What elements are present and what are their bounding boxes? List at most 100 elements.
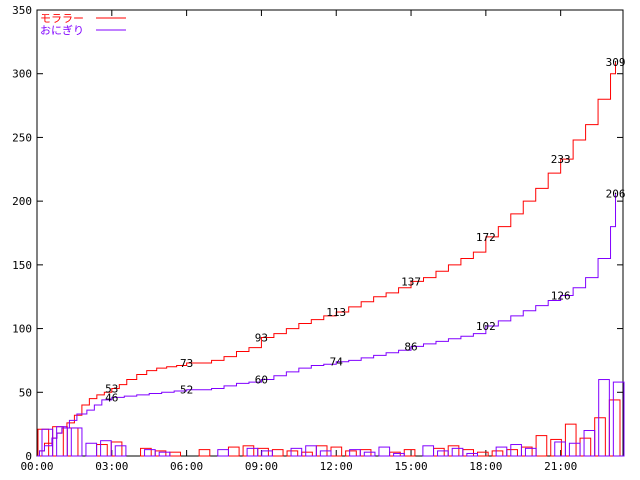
x-tick-label: 03:00 <box>95 460 128 473</box>
bar <box>579 437 592 457</box>
data-label: 126 <box>551 289 571 302</box>
x-tick-label: 15:00 <box>394 460 427 473</box>
bar <box>437 450 449 457</box>
bar <box>477 451 489 457</box>
bar <box>349 449 361 457</box>
data-label: 74 <box>330 356 344 369</box>
data-label: 60 <box>255 374 268 387</box>
data-label: 137 <box>401 275 421 288</box>
y-tick-label: 0 <box>25 450 32 463</box>
point-labels: 53 73 93 113 137 172 233 309 46 52 60 74 86 102 126 206 <box>105 56 625 404</box>
plot-border <box>36 9 624 457</box>
bar <box>389 451 401 457</box>
bar <box>261 450 273 457</box>
bar <box>403 449 416 457</box>
bar <box>393 452 405 457</box>
plot-frame: 0 50 100 150 200 250 300 350 00:00 03:00 06:00 09:0… <box>12 4 624 473</box>
cumulative-lines <box>37 62 617 457</box>
bar <box>66 427 79 457</box>
x-tick-label: 21:00 <box>544 460 577 473</box>
bar <box>612 381 625 457</box>
bar <box>462 449 475 457</box>
bar <box>286 450 299 457</box>
x-tick-label: 18:00 <box>469 460 502 473</box>
bar <box>301 451 313 457</box>
bar <box>564 423 577 457</box>
bar <box>568 442 581 457</box>
y-tick-label: 100 <box>12 323 32 336</box>
x-tick-label: 09:00 <box>245 460 278 473</box>
legend-label: モララー <box>40 12 84 25</box>
legend-label: おにぎり <box>40 23 84 37</box>
data-label: 52 <box>180 384 193 397</box>
bar <box>319 450 332 457</box>
bar <box>96 444 108 457</box>
bar <box>56 426 68 457</box>
bar <box>554 441 566 457</box>
bar <box>158 451 171 457</box>
bar <box>363 451 376 457</box>
data-label: 73 <box>180 357 193 370</box>
bar <box>345 450 357 457</box>
data-label: 46 <box>105 391 118 404</box>
bar <box>227 446 240 457</box>
bar <box>524 447 537 457</box>
bar <box>144 449 156 457</box>
bar <box>246 447 259 457</box>
series-line <box>37 193 617 457</box>
bar <box>466 452 479 457</box>
bar <box>100 440 112 457</box>
y-tick-label: 300 <box>12 68 32 81</box>
data-label: 172 <box>476 231 496 244</box>
bar <box>154 450 167 457</box>
data-label: 233 <box>551 153 571 166</box>
y-tick-label: 150 <box>12 259 32 272</box>
x-tick-label: 12:00 <box>320 460 353 473</box>
bar <box>169 451 182 457</box>
x-tick-label: 00:00 <box>20 460 53 473</box>
bar <box>242 445 255 457</box>
bar <box>608 399 621 457</box>
data-label: 86 <box>404 340 417 353</box>
bar <box>41 428 54 457</box>
y-tick-label: 350 <box>12 4 32 17</box>
series-line <box>37 62 617 457</box>
bar <box>491 450 504 457</box>
data-label: 113 <box>326 306 346 319</box>
bar <box>583 430 596 457</box>
data-label: 102 <box>476 320 496 333</box>
bar <box>510 444 522 457</box>
bar <box>422 445 435 457</box>
bar <box>290 447 303 457</box>
y-tick-label: 200 <box>12 195 32 208</box>
bar <box>271 449 284 457</box>
bar <box>506 449 518 457</box>
bar <box>257 447 269 457</box>
data-label: 93 <box>255 331 268 344</box>
bar <box>305 445 317 457</box>
hourly-bars <box>37 379 625 457</box>
x-tick-label: 06:00 <box>170 460 203 473</box>
bar <box>378 446 391 457</box>
bar <box>359 449 372 457</box>
bar <box>198 449 211 457</box>
bar <box>110 441 123 457</box>
bar <box>594 417 606 457</box>
bar <box>495 446 508 457</box>
bar <box>114 445 127 457</box>
data-label: 53 <box>105 382 118 395</box>
bar <box>451 447 464 457</box>
bar <box>535 435 548 457</box>
bar <box>433 447 445 457</box>
bar <box>598 379 610 457</box>
bar <box>85 442 98 457</box>
data-label: 206 <box>606 187 626 200</box>
bar <box>217 449 229 457</box>
data-label: 309 <box>606 56 626 69</box>
y-tick-label: 50 <box>19 386 32 399</box>
y-tick-label: 250 <box>12 131 32 144</box>
bar <box>447 445 460 457</box>
bar <box>70 427 83 457</box>
